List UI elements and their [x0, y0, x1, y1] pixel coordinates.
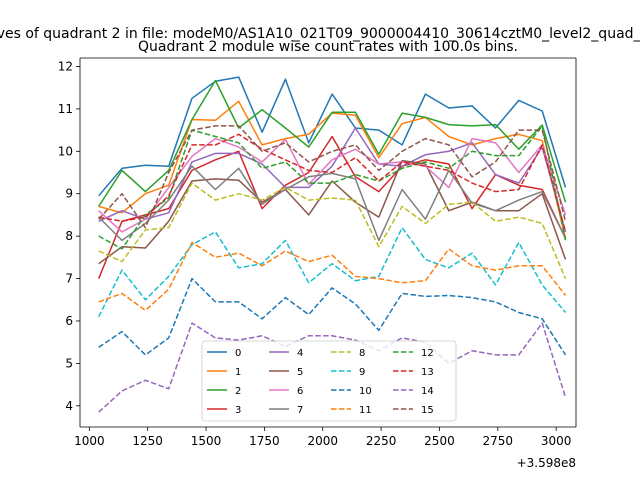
y-tick-label: 11	[58, 102, 73, 116]
series-layer	[98, 76, 567, 413]
x-tick-label: 2500	[424, 434, 455, 448]
y-tick-label: 8	[65, 229, 73, 243]
legend-item-13: 13	[393, 367, 434, 378]
legend-item-3: 3	[207, 405, 241, 416]
series-line-14	[98, 322, 567, 413]
y-tick-label: 7	[65, 272, 73, 286]
legend-label-5: 5	[297, 367, 303, 378]
series-line-12	[98, 125, 567, 250]
series-line-13	[98, 133, 567, 233]
legend-label-0: 0	[235, 348, 241, 359]
legend-frame	[201, 340, 457, 422]
series-line-10	[98, 277, 567, 356]
legend-label-11: 11	[359, 405, 372, 416]
x-tick-label: 1500	[191, 434, 222, 448]
legend-label-8: 8	[359, 348, 365, 359]
legend-label-10: 10	[359, 386, 372, 397]
y-tick-label: 5	[65, 356, 73, 370]
legend-item-5: 5	[269, 367, 303, 378]
plot-area: 1000 1250 1500 1750 2000 2250 2500 2750 3000 456…	[58, 57, 577, 470]
x-tick-label: 2750	[483, 434, 514, 448]
legend-item-1: 1	[207, 367, 241, 378]
legend-item-7: 7	[269, 405, 303, 416]
x-offset-label: +3.598e8	[517, 456, 576, 470]
y-tick-label: 10	[58, 144, 73, 158]
legend-item-15: 15	[393, 405, 434, 416]
legend-label-7: 7	[297, 405, 303, 416]
legend-item-11: 11	[331, 405, 372, 416]
series-line-11	[98, 241, 567, 312]
y-tick-label: 12	[58, 59, 73, 73]
legend-item-9: 9	[331, 367, 365, 378]
chart-title: Quadrant 2 module wise count rates with …	[138, 39, 518, 55]
series-line-7	[98, 165, 567, 242]
x-tick-label: 2250	[366, 434, 397, 448]
legend-label-2: 2	[235, 386, 241, 397]
legend-item-14: 14	[393, 386, 434, 397]
legend-label-9: 9	[359, 367, 365, 378]
x-tick-label: 1750	[249, 434, 280, 448]
series-line-0	[98, 76, 567, 197]
x-tick-label: 3000	[541, 434, 572, 448]
legend-item-4: 4	[269, 348, 303, 359]
legend-label-4: 4	[297, 348, 303, 359]
legend-label-15: 15	[421, 405, 434, 416]
y-axis: 4 5 6 7 8 9 10 11 12	[58, 59, 80, 413]
x-tick-label: 1000	[74, 434, 105, 448]
legend-item-6: 6	[269, 386, 303, 397]
x-tick-label: 1250	[132, 434, 163, 448]
series-line-8	[98, 182, 567, 279]
legend-item-2: 2	[207, 386, 241, 397]
legend-label-6: 6	[297, 386, 303, 397]
x-axis: 1000 1250 1500 1750 2000 2250 2500 2750 3000	[74, 427, 571, 448]
axes-spines	[79, 57, 577, 428]
figure-suptitle: Light curves of quadrant 2 in file: mode…	[0, 26, 640, 42]
series-line-15	[98, 125, 567, 229]
legend-label-14: 14	[421, 386, 434, 397]
y-tick-label: 4	[65, 399, 73, 413]
legend-label-13: 13	[421, 367, 434, 378]
legend-label-3: 3	[235, 405, 241, 416]
series-line-4	[98, 127, 567, 233]
legend-item-8: 8	[331, 348, 365, 359]
legend-item-0: 0	[207, 348, 241, 359]
y-tick-label: 6	[65, 314, 73, 328]
legend-label-12: 12	[421, 348, 434, 359]
x-tick-label: 2000	[307, 434, 338, 448]
series-line-9	[98, 226, 567, 318]
legend-item-10: 10	[331, 386, 372, 397]
legend-item-12: 12	[393, 348, 434, 359]
series-line-2	[98, 79, 567, 207]
y-tick-label: 9	[65, 187, 73, 201]
legend-label-1: 1	[235, 367, 241, 378]
